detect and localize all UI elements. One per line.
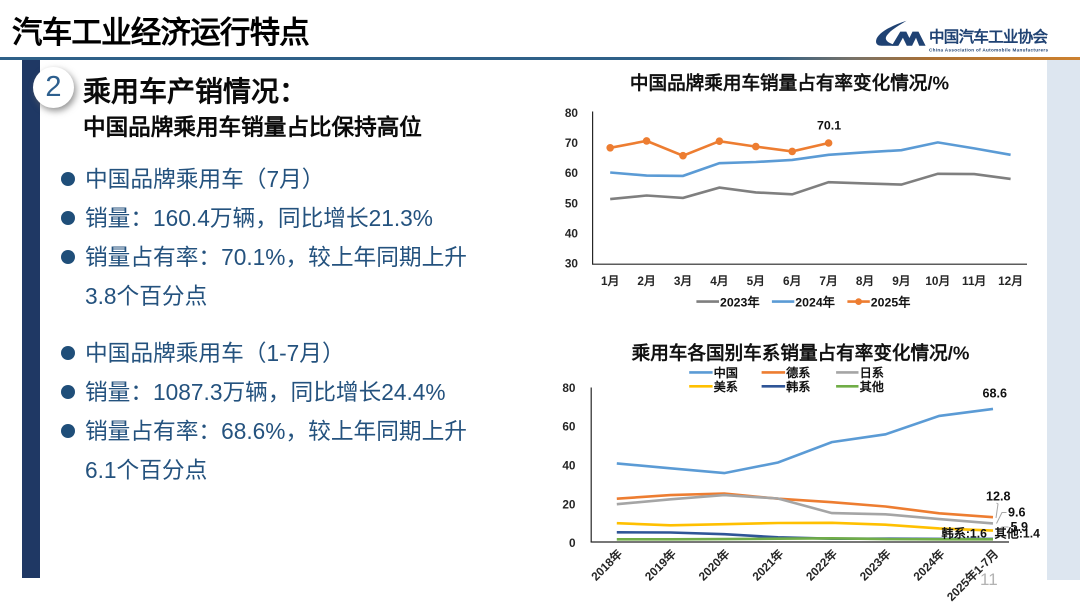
svg-text:4月: 4月 — [710, 274, 728, 288]
svg-text:2024年: 2024年 — [911, 547, 948, 584]
svg-text:其他: 其他 — [860, 379, 884, 394]
svg-text:10月: 10月 — [925, 274, 950, 288]
svg-text:中国汽车工业协会: 中国汽车工业协会 — [929, 27, 1048, 46]
svg-text:乘用车各国别车系销量占有率变化情况/%: 乘用车各国别车系销量占有率变化情况/% — [631, 343, 970, 364]
svg-text:其他:1.4: 其他:1.4 — [995, 526, 1041, 541]
svg-text:2020年: 2020年 — [696, 547, 733, 584]
svg-text:60: 60 — [565, 166, 579, 180]
svg-text:8月: 8月 — [856, 274, 874, 288]
svg-text:68.6: 68.6 — [983, 387, 1008, 401]
svg-text:20: 20 — [562, 497, 576, 511]
svg-text:50: 50 — [565, 196, 579, 210]
svg-text:0: 0 — [569, 536, 576, 550]
svg-text:1月: 1月 — [601, 274, 619, 288]
svg-text:40: 40 — [565, 226, 579, 240]
svg-text:2025年: 2025年 — [871, 295, 911, 310]
svg-text:70.1: 70.1 — [817, 119, 841, 133]
svg-text:80: 80 — [562, 381, 576, 395]
svg-text:2023年: 2023年 — [720, 295, 760, 310]
svg-text:2023年: 2023年 — [857, 547, 894, 584]
svg-text:2022年: 2022年 — [803, 547, 840, 584]
svg-text:40: 40 — [562, 459, 576, 473]
svg-text:2019年: 2019年 — [642, 547, 679, 584]
svg-text:11月: 11月 — [962, 274, 986, 288]
svg-text:5月: 5月 — [747, 274, 765, 288]
svg-text:7月: 7月 — [819, 274, 837, 288]
svg-text:80: 80 — [565, 106, 579, 120]
svg-text:China Association of Automobil: China Association of Automobile Manufact… — [929, 48, 1048, 53]
svg-text:美系: 美系 — [714, 379, 738, 394]
svg-text:2021年: 2021年 — [749, 547, 786, 584]
svg-text:日系: 日系 — [860, 365, 884, 380]
svg-text:2月: 2月 — [637, 274, 655, 288]
svg-text:中国品牌乘用车销量占有率变化情况/%: 中国品牌乘用车销量占有率变化情况/% — [630, 73, 950, 94]
svg-text:中国: 中国 — [714, 365, 738, 380]
svg-text:5.9: 5.9 — [1011, 520, 1029, 534]
svg-text:2018年: 2018年 — [588, 547, 625, 584]
svg-text:3月: 3月 — [674, 274, 692, 288]
svg-text:9月: 9月 — [892, 274, 910, 288]
svg-text:70: 70 — [565, 136, 579, 150]
svg-text:9.6: 9.6 — [1008, 506, 1026, 520]
svg-text:韩系:1.6: 韩系:1.6 — [942, 526, 988, 541]
svg-text:30: 30 — [565, 257, 579, 271]
svg-text:12.8: 12.8 — [986, 490, 1011, 504]
svg-text:6月: 6月 — [783, 274, 801, 288]
svg-text:12月: 12月 — [998, 274, 1023, 288]
svg-text:德系: 德系 — [785, 365, 810, 380]
svg-text:2024年: 2024年 — [795, 295, 835, 310]
svg-text:韩系: 韩系 — [786, 379, 810, 394]
svg-text:60: 60 — [562, 420, 576, 434]
